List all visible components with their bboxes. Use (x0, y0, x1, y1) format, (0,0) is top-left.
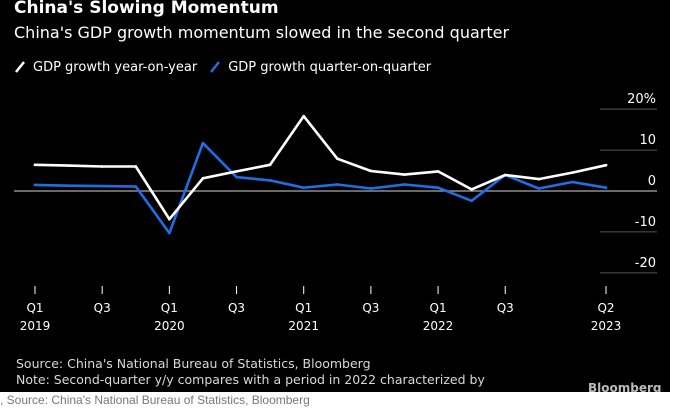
brand-logo: Bloomberg (588, 381, 662, 392)
yoy-data-point (369, 169, 373, 173)
y-tick-label: 10 (639, 133, 656, 148)
yoy-data-point (503, 173, 507, 177)
qoq-data-point (571, 180, 574, 184)
qoq-data-point (268, 179, 272, 182)
qoq-data-point (67, 184, 70, 187)
qoq-data-point (436, 186, 440, 190)
image-caption: , Source: China's National Bureau of Sta… (0, 393, 310, 407)
yoy-data-point (335, 157, 339, 160)
x-tick-label: Q3 (362, 301, 379, 315)
x-tick-label: Q1 (26, 301, 43, 315)
legend-swatch-qoq (210, 61, 221, 73)
chart-panel: China's Slowing Momentum China's GDP gro… (0, 0, 670, 392)
qoq-data-point (100, 184, 104, 188)
y-tick-label: 0 (648, 174, 656, 189)
x-tick-year-label: 2019 (20, 319, 51, 333)
legend-item-yoy: GDP growth year-on-year (14, 57, 197, 77)
legend-label-yoy: GDP growth year-on-year (33, 59, 198, 75)
yoy-data-point (33, 163, 37, 167)
yoy-data-point (302, 114, 306, 118)
qoq-data-point (369, 187, 373, 190)
qoq-data-point (470, 199, 473, 203)
chart-title: China's Slowing Momentum (14, 0, 279, 18)
yoy-data-point (201, 177, 205, 180)
x-tick-year-label: 2021 (288, 319, 319, 333)
qoq-data-point (403, 183, 406, 186)
qoq-data-point (168, 231, 171, 235)
qoq-data-point (235, 175, 238, 179)
yoy-data-point (235, 170, 238, 173)
x-tick-label: Q1 (430, 301, 447, 315)
x-tick-label: Q2 (597, 301, 614, 315)
yoy-data-point (470, 188, 473, 191)
y-tick-label: 20% (627, 92, 656, 107)
yoy-data-point (67, 164, 70, 167)
x-tick-label: Q3 (228, 301, 245, 315)
yoy-data-point (436, 170, 440, 173)
legend-label-qoq: GDP growth quarter-on-quarter (228, 59, 432, 75)
footnote: Note: Second-quarter y/y compares with a… (16, 372, 485, 387)
chart-legend: GDP growth year-on-year GDP growth quart… (14, 57, 443, 77)
yoy-data-point (403, 173, 406, 176)
chart-subtitle: China's GDP growth momentum slowed in th… (14, 23, 510, 42)
source-note: Source: China's National Bureau of Stati… (16, 356, 371, 371)
x-tick-year-label: 2023 (591, 319, 622, 333)
legend-swatch-yoy (15, 61, 25, 73)
legend-item-qoq: GDP growth quarter-on-quarter (209, 57, 431, 77)
x-tick-label: Q1 (161, 301, 178, 315)
qoq-data-point (302, 186, 306, 190)
yoy-data-point (571, 171, 574, 174)
qoq-data-point (134, 185, 138, 188)
x-tick-label: Q1 (295, 301, 312, 315)
x-tick-year-label: 2020 (154, 319, 185, 333)
series-line-yoy (33, 114, 608, 221)
x-tick-year-label: 2022 (423, 319, 454, 333)
qoq-data-point (33, 183, 37, 187)
yoy-data-point (100, 165, 104, 168)
yoy-data-point (168, 217, 171, 221)
yoy-data-point (537, 177, 541, 181)
y-tick-label: -20 (635, 256, 656, 271)
yoy-data-point (604, 163, 608, 167)
y-tick-label: -10 (635, 215, 656, 230)
chart-footnotes: Source: China's National Bureau of Stati… (16, 356, 485, 388)
qoq-data-point (604, 186, 608, 190)
x-tick-label: Q3 (94, 301, 111, 315)
qoq-data-point (335, 183, 339, 186)
qoq-data-point (201, 141, 205, 145)
yoy-data-point (134, 165, 138, 168)
line-chart: 20% 10 0 -10 -20 Q1 2019 Q3 Q1 2020 Q3 Q1 2021 Q3 Q1 20… (14, 92, 657, 333)
yoy-data-point (268, 163, 272, 167)
qoq-data-point (537, 187, 541, 190)
series-line-qoq (33, 141, 608, 235)
x-tick-label: Q3 (497, 301, 514, 315)
